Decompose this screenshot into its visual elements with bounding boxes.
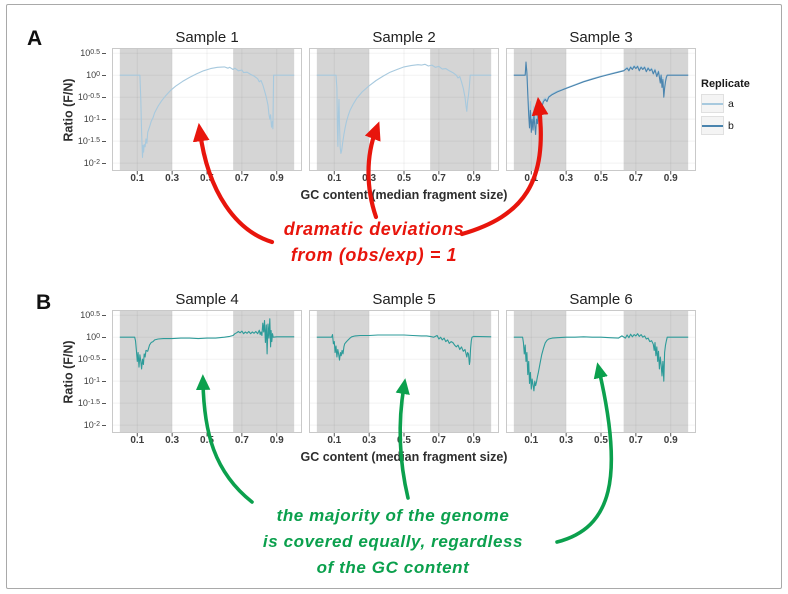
x-tick-label: 0.9 [663,435,678,446]
plot-panel-sample-3 [506,48,696,175]
facet-title-sample-1: Sample 1 [175,29,239,46]
legend-label: b [728,119,734,132]
x-tick-label: 0.3 [362,173,377,184]
x-tick-label: 0.7 [234,173,249,184]
x-tick-label: 0.5 [397,173,411,184]
facet-title-sample-6: Sample 6 [569,291,633,308]
y-tick-label: 10 -1 [84,376,106,386]
y-axis-ticks-b: 10 0.5 10 0 10 -0.5 10 -1 10 -1.5 10 -2 [54,310,106,433]
x-tick-label: 0.5 [200,173,214,184]
panel-b-label: B [36,291,52,314]
plot-panel-sample-6 [506,310,696,437]
x-tick-label: 0.9 [466,173,481,184]
y-tick-label: 10 -0.5 [78,354,106,364]
x-tick-label: 0.7 [628,173,643,184]
x-axis-ticks: 0.1 0.3 0.5 0.7 0.9 [112,173,302,186]
x-tick-label: 0.5 [594,435,608,446]
legend-key-swatch [701,116,724,135]
y-tick-label: 10 -0.5 [78,92,106,102]
y-tick-label: 10 -2 [84,420,106,430]
plot-panel-sample-4 [112,310,302,437]
x-tick-label: 0.9 [663,173,678,184]
x-tick-label: 0.1 [327,435,342,446]
x-axis-ticks: 0.1 0.3 0.5 0.7 0.9 [506,435,696,448]
x-tick-label: 0.1 [130,435,145,446]
legend-key-swatch [701,94,724,113]
y-tick-label: 10 -2 [84,158,106,168]
x-tick-label: 0.5 [200,435,214,446]
x-tick-label: 0.7 [234,435,249,446]
x-axis-ticks: 0.1 0.3 0.5 0.7 0.9 [309,173,499,186]
x-tick-label: 0.9 [269,435,284,446]
x-tick-label: 0.3 [165,173,180,184]
x-tick-label: 0.5 [594,173,608,184]
y-tick-label: 10 0 [86,70,106,80]
x-tick-label: 0.9 [269,173,284,184]
x-tick-label: 0.7 [431,435,446,446]
legend-item-a: a [701,94,750,113]
x-axis-label-b: GC content (median fragment size) [300,450,508,464]
plot-panel-sample-1 [112,48,302,175]
panel-a-label: A [27,27,43,50]
legend-item-b: b [701,116,750,135]
facet-title-sample-2: Sample 2 [372,29,436,46]
y-axis-ticks-a: 10 0.5 10 0 10 -0.5 10 -1 10 -1.5 10 -2 [54,48,106,171]
x-tick-label: 0.3 [559,173,574,184]
legend-title: Replicate [701,78,750,90]
x-tick-label: 0.1 [524,435,539,446]
x-axis-ticks: 0.1 0.3 0.5 0.7 0.9 [112,435,302,448]
facet-title-sample-5: Sample 5 [372,291,436,308]
x-tick-label: 0.3 [559,435,574,446]
x-tick-label: 0.7 [628,435,643,446]
x-tick-label: 0.5 [397,435,411,446]
x-tick-label: 0.9 [466,435,481,446]
y-tick-label: 10 0 [86,332,106,342]
y-tick-label: 10 -1.5 [78,136,106,146]
y-tick-label: 10 0.5 [80,48,106,58]
y-tick-label: 10 0.5 [80,310,106,320]
legend-label: a [728,97,734,110]
plot-panel-sample-2 [309,48,499,175]
plot-panel-sample-5 [309,310,499,437]
green-annotation-text: the majority of the genome is covered eq… [262,506,524,577]
y-tick-label: 10 -1 [84,114,106,124]
x-tick-label: 0.1 [524,173,539,184]
x-tick-label: 0.3 [165,435,180,446]
facet-title-sample-4: Sample 4 [175,291,239,308]
x-axis-label-a: GC content (median fragment size) [300,188,508,202]
y-tick-label: 10 -1.5 [78,398,106,408]
x-axis-ticks: 0.1 0.3 0.5 0.7 0.9 [309,435,499,448]
red-annotation-text: dramatic deviations from (obs/exp) = 1 [283,219,465,265]
x-tick-label: 0.3 [362,435,377,446]
x-tick-label: 0.1 [327,173,342,184]
facet-title-sample-3: Sample 3 [569,29,633,46]
x-tick-label: 0.1 [130,173,145,184]
x-axis-ticks: 0.1 0.3 0.5 0.7 0.9 [506,173,696,186]
x-tick-label: 0.7 [431,173,446,184]
